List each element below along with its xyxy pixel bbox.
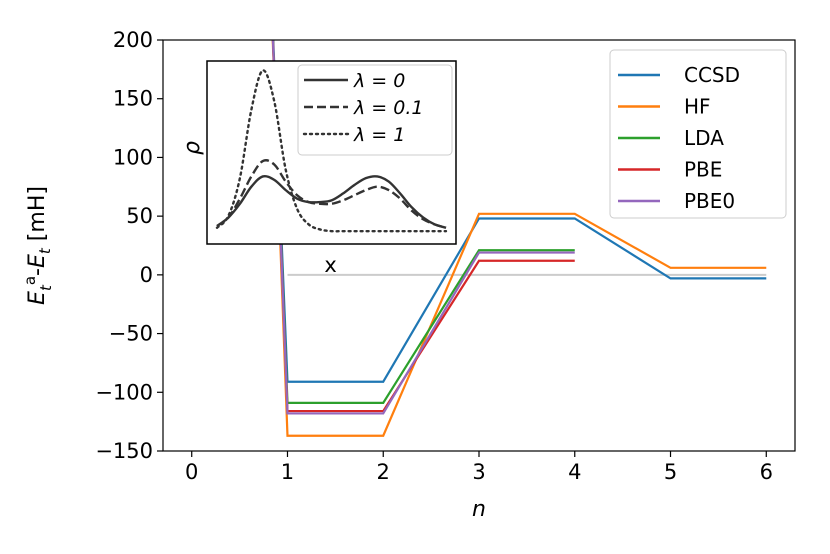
y-axis-label: Eta-Et [mH] [21, 186, 55, 305]
inset-plot: ρ λ = 0 λ = 0.1 λ = 1 [180, 60, 457, 245]
legend-label-hf: HF [684, 95, 711, 119]
inset-series-line-2 [215, 69, 448, 233]
series-line-hf [271, 40, 767, 437]
series-line-pbe0 [271, 40, 575, 415]
y-tick-label: 100 [113, 145, 153, 169]
legend-label-ccsd: CCSD [684, 63, 740, 87]
x-tick-label: 3 [472, 460, 485, 484]
legend-box [609, 49, 787, 219]
x-tick-label: 1 [281, 460, 294, 484]
legend-label-pbe: PBE [684, 158, 722, 182]
x-tick-label: 5 [664, 460, 677, 484]
y-tick-label: −50 [109, 322, 153, 346]
x-axis-label: n [472, 497, 486, 522]
inset-series-line-1 [216, 159, 447, 229]
main-plot: x 0 1 2 3 4 5 6 −150 −100 −50 0 50 100 150 200 n Eta-Et [… [21, 28, 796, 522]
inset-legend-label: λ = 1 [353, 124, 405, 146]
y-tick-label: 0 [140, 263, 153, 287]
main-legend: CCSD HF LDA PBE PBE0 [609, 49, 787, 219]
y-axis-label-group: Eta-Et [mH] [21, 186, 55, 305]
x-tick-label: 2 [377, 460, 390, 484]
legend-label-pbe0: PBE0 [684, 189, 735, 213]
inset-legend-label: λ = 0.1 [353, 97, 423, 119]
inset-series-group [215, 69, 448, 233]
annotation-x: x [324, 253, 336, 277]
inset-legend-label: λ = 0 [353, 70, 405, 92]
inset-series-line-0 [216, 174, 447, 229]
inset-legend-box [297, 64, 453, 156]
y-tick-label: −150 [95, 439, 153, 463]
y-tick-label: −100 [95, 380, 153, 404]
y-tick-label: 150 [113, 87, 153, 111]
x-tick-label: 6 [760, 460, 773, 484]
legend-label-lda: LDA [684, 126, 724, 150]
y-tick-label: 200 [113, 28, 153, 52]
x-tick-label: 0 [185, 460, 198, 484]
inset-legend: λ = 0 λ = 0.1 λ = 1 [297, 64, 453, 156]
y-tick-label: 50 [126, 204, 153, 228]
x-tick-label: 4 [568, 460, 581, 484]
inset-y-axis-label: ρ [180, 141, 205, 155]
